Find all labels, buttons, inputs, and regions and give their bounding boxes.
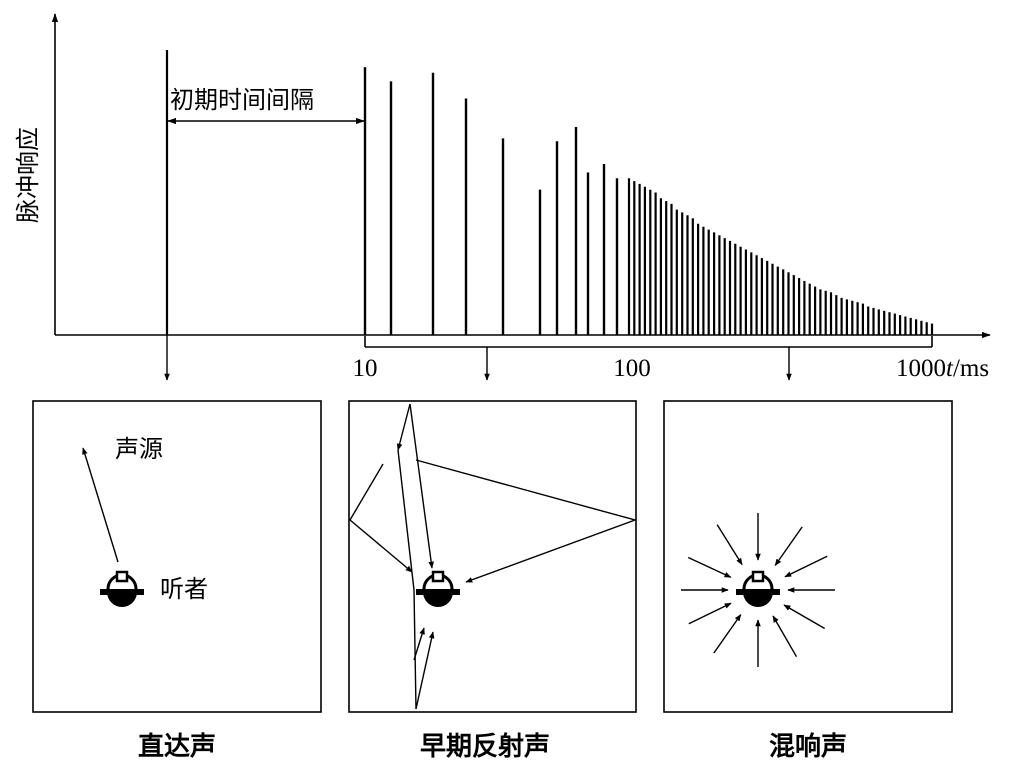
reverb-arrow	[687, 556, 732, 578]
listener-icon	[736, 570, 780, 607]
reverb-arrow	[774, 526, 803, 566]
reverb-arrow	[772, 615, 798, 658]
impulse-response-bars	[363, 67, 934, 335]
reflection-ray-2	[349, 463, 413, 573]
listener-label: 听者	[160, 575, 208, 603]
reflection-ray-3	[415, 459, 638, 583]
reverb-arrow	[783, 604, 826, 630]
listener-icon	[416, 570, 460, 607]
source-label: 声源	[115, 435, 163, 463]
direct-sound-ray	[82, 447, 119, 563]
caption-direct: 直达声	[138, 732, 216, 762]
caption-reverb: 混响声	[769, 731, 847, 762]
reverb-arrow	[784, 555, 828, 578]
reverb-arrow	[716, 524, 743, 566]
reverb-arrow	[713, 614, 742, 654]
time-scale	[364, 336, 933, 381]
panel-reverberation	[663, 400, 953, 713]
y-axis-label: 脉冲响应	[14, 127, 42, 223]
listener-icon	[100, 570, 144, 607]
tick-label-1000: 1000t/ms	[896, 355, 989, 382]
initial-gap-label: 初期时间间隔	[170, 86, 314, 114]
reverb-rays	[681, 513, 835, 667]
reflection-ray-1	[396, 403, 411, 451]
tick-label-100: 100	[613, 355, 651, 382]
reflection-ray-4	[413, 589, 417, 710]
reverb-arrow	[688, 602, 732, 625]
caption-early: 早期反射声	[420, 732, 550, 762]
panel-early-reflections	[348, 400, 638, 713]
panel-direct-sound: 声源 听者	[32, 400, 322, 713]
tick-label-10: 10	[353, 355, 378, 382]
